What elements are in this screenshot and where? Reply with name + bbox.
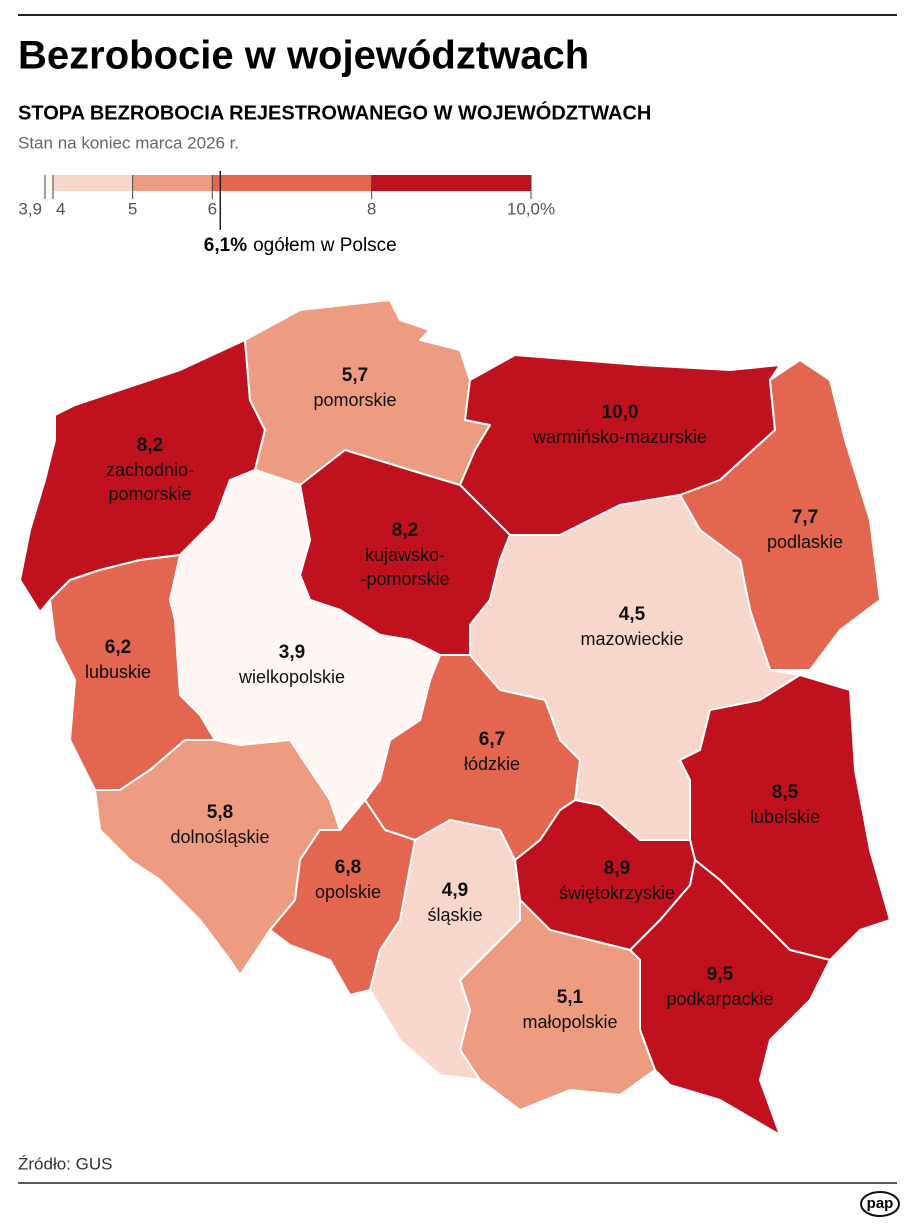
regions — [19, 299, 891, 1136]
legend-segment — [212, 175, 372, 191]
note: Stan na koniec marca 2026 r. — [18, 133, 239, 152]
region — [679, 359, 881, 671]
legend-segment — [45, 175, 53, 191]
logo-frame — [860, 1191, 900, 1217]
legend-segment — [132, 175, 213, 191]
title: Bezrobocie w województwach — [18, 34, 589, 78]
logo: pap — [867, 1195, 894, 1212]
legend-tick-label: 6 — [208, 199, 217, 218]
legend-tick-label: 10,0% — [507, 199, 555, 218]
source: Źródło: GUS — [18, 1154, 112, 1173]
legend-segment — [371, 175, 531, 191]
subtitle: STOPA BEZROBOCIA REJESTROWANEGO W WOJEWÓ… — [18, 100, 651, 124]
legend-tick-label: 3,9 — [18, 199, 42, 218]
legend-tick-label: 5 — [128, 199, 137, 218]
legend-segment — [52, 175, 133, 191]
region — [269, 799, 416, 996]
national-label: 6,1% ogółem w Polsce — [204, 235, 397, 256]
legend-tick-label: 4 — [56, 199, 65, 218]
legend-tick-label: 8 — [367, 199, 376, 218]
national-text: ogółem w Polsce — [253, 235, 397, 256]
legend: 3,9 4 5 6 8 10,0% 6,1% ogółem w Polsce — [18, 171, 555, 256]
national-value: 6,1% — [204, 235, 247, 256]
